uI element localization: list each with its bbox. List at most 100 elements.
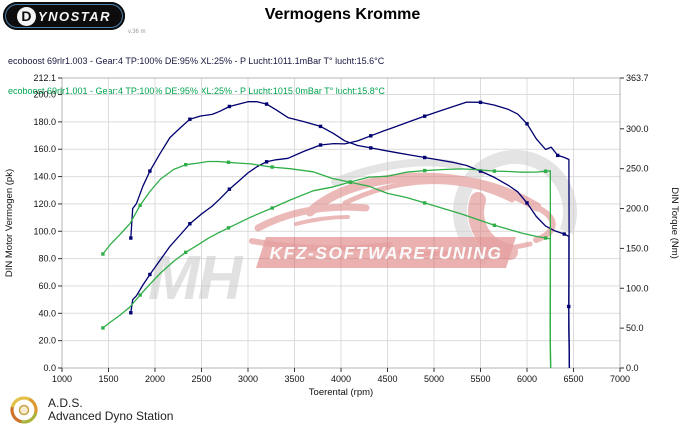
- tick-label-x: 3500: [284, 374, 304, 384]
- tick-label-left: 180.0: [33, 117, 56, 127]
- curve-power-003-marker: [148, 272, 152, 277]
- watermark-speed-swoosh: [331, 158, 462, 186]
- curve-power-001: [102, 168, 552, 369]
- tick-label-x: 6500: [563, 374, 583, 384]
- curve-power-003: [130, 101, 571, 369]
- tick-label-left: 212.1: [33, 73, 56, 83]
- ticks-layer: 212.1 200.0 180.0 160.0 140.0 120.0 100.0 80.0 6…: [33, 73, 648, 384]
- curve-torque-001-marker: [270, 165, 274, 169]
- curve-torque-003: [130, 101, 571, 369]
- tick-label-left: 60.0: [38, 281, 56, 291]
- curve-power-003-marker: [478, 100, 483, 105]
- curve-power-001-marker: [226, 226, 231, 230]
- tick-label-right: 200.0: [626, 204, 649, 214]
- curve-torque-001-marker: [492, 223, 497, 227]
- tick-label-x: 1500: [98, 374, 118, 384]
- y-axis-left-title: DIN Motor Vermogen (pk): [4, 169, 15, 277]
- curve-torque-003-marker: [562, 232, 566, 236]
- tick-label-x: 5500: [470, 374, 490, 384]
- curve-torque-003-marker: [129, 236, 133, 240]
- curve-power-001-marker: [543, 169, 548, 173]
- curve-torque-003-marker: [423, 155, 427, 160]
- logo-version-note: v.36 m: [128, 29, 146, 35]
- watermark-banner: [256, 237, 516, 268]
- curve-torque-003-marker: [264, 102, 269, 106]
- curve-power-003-marker: [555, 153, 560, 158]
- tick-label-right: 150.0: [626, 243, 649, 253]
- legend-run-001: ecoboost 69rlr1.001 - Gear:4 TP:100% DE:…: [8, 86, 385, 96]
- watermark-car-icon: [249, 172, 556, 257]
- tick-label-x: 4000: [331, 374, 351, 384]
- curve-torque-001-marker: [543, 236, 548, 240]
- tick-label-left: 160.0: [33, 144, 56, 154]
- tick-label-x: 2500: [191, 374, 211, 384]
- tick-label-left: 20.0: [38, 336, 56, 346]
- tick-label-left: 40.0: [38, 308, 56, 318]
- tick-label-x: 2000: [145, 374, 165, 384]
- ads-footer: A.D.S. Advanced Dyno Station: [8, 394, 173, 426]
- watermark: MH KFZ-SOFTWARETUNING: [148, 150, 577, 313]
- curve-power-001-marker: [423, 168, 427, 173]
- tick-label-x: 5000: [424, 374, 444, 384]
- curve-torque-003-marker: [318, 124, 323, 129]
- tick-label-x: 4500: [377, 374, 397, 384]
- watermark-banner-text: KFZ-SOFTWARETUNING: [269, 243, 502, 263]
- tick-label-x: 1000: [52, 374, 72, 384]
- curve-torque-003-marker: [478, 169, 483, 173]
- tick-label-left: 0.0: [43, 363, 56, 373]
- curve-power-003-marker: [227, 187, 232, 191]
- tick-label-left: 200.0: [33, 90, 56, 100]
- curves-layer: [101, 100, 571, 369]
- tick-label-left: 80.0: [38, 254, 56, 264]
- curve-power-003-marker: [264, 160, 269, 164]
- ads-swirl-icon: [10, 396, 38, 424]
- tick-label-right: 100.0: [626, 283, 649, 293]
- curve-torque-001-marker: [101, 252, 105, 256]
- curve-power-001-marker: [270, 206, 274, 210]
- dynostar-logo-d-icon: D: [16, 6, 36, 26]
- dynostar-logo: D YNOSTAR: [3, 2, 125, 30]
- y-axis-right-title: DIN Torque (Nm): [669, 187, 680, 259]
- curve-torque-001-marker: [138, 203, 142, 208]
- tick-label-right: 250.0: [626, 164, 649, 174]
- tick-label-left: 100.0: [33, 226, 56, 236]
- curve-power-001-marker: [183, 250, 188, 255]
- curve-power-001-marker: [101, 326, 105, 330]
- curve-torque-001-marker: [348, 180, 352, 184]
- tick-label-x: 3000: [238, 374, 258, 384]
- curve-power-003-marker: [525, 122, 529, 126]
- ads-abbr: A.D.S.: [48, 396, 83, 410]
- curve-power-003-marker: [318, 143, 323, 147]
- tick-label-right: 300.0: [626, 124, 649, 134]
- curve-torque-003-marker: [227, 104, 232, 109]
- curve-power-001-marker: [138, 293, 142, 297]
- ads-name: Advanced Dyno Station: [48, 409, 174, 423]
- page-title: Vermogens Kromme: [264, 6, 421, 23]
- tick-label-right: 0.0: [626, 363, 639, 373]
- curve-power-003-marker: [188, 222, 192, 226]
- curve-torque-003-marker: [188, 117, 192, 121]
- tick-label-x: 7000: [610, 374, 630, 384]
- curve-power-003-marker: [129, 311, 133, 315]
- curve-torque-001: [102, 160, 552, 369]
- run-legend: ecoboost 69rlr1.003 - Gear:4 TP:100% DE:…: [8, 36, 385, 116]
- curve-torque-003-marker: [525, 201, 529, 205]
- watermark-mh-text: MH: [148, 244, 244, 313]
- legend-run-003: ecoboost 69rlr1.003 - Gear:4 TP:100% DE:…: [8, 56, 385, 66]
- curve-power-003-marker: [423, 114, 427, 118]
- curve-torque-001-marker: [423, 201, 427, 205]
- x-axis-title: Toerental (rpm): [309, 387, 373, 398]
- tick-label-left: 120.0: [33, 199, 56, 209]
- curve-power-003-marker: [369, 134, 373, 138]
- tick-label-right: 363.7: [626, 73, 649, 83]
- tick-label-right: 50.0: [626, 323, 644, 333]
- grid-layer: [61, 78, 621, 369]
- curve-torque-003-marker: [369, 146, 373, 150]
- tick-label-left: 140.0: [33, 172, 56, 182]
- curve-torque-001-marker: [183, 162, 188, 167]
- curve-power-001-marker: [492, 169, 497, 173]
- curve-torque-001-marker: [226, 160, 231, 164]
- curve-torque-003-marker: [148, 169, 152, 173]
